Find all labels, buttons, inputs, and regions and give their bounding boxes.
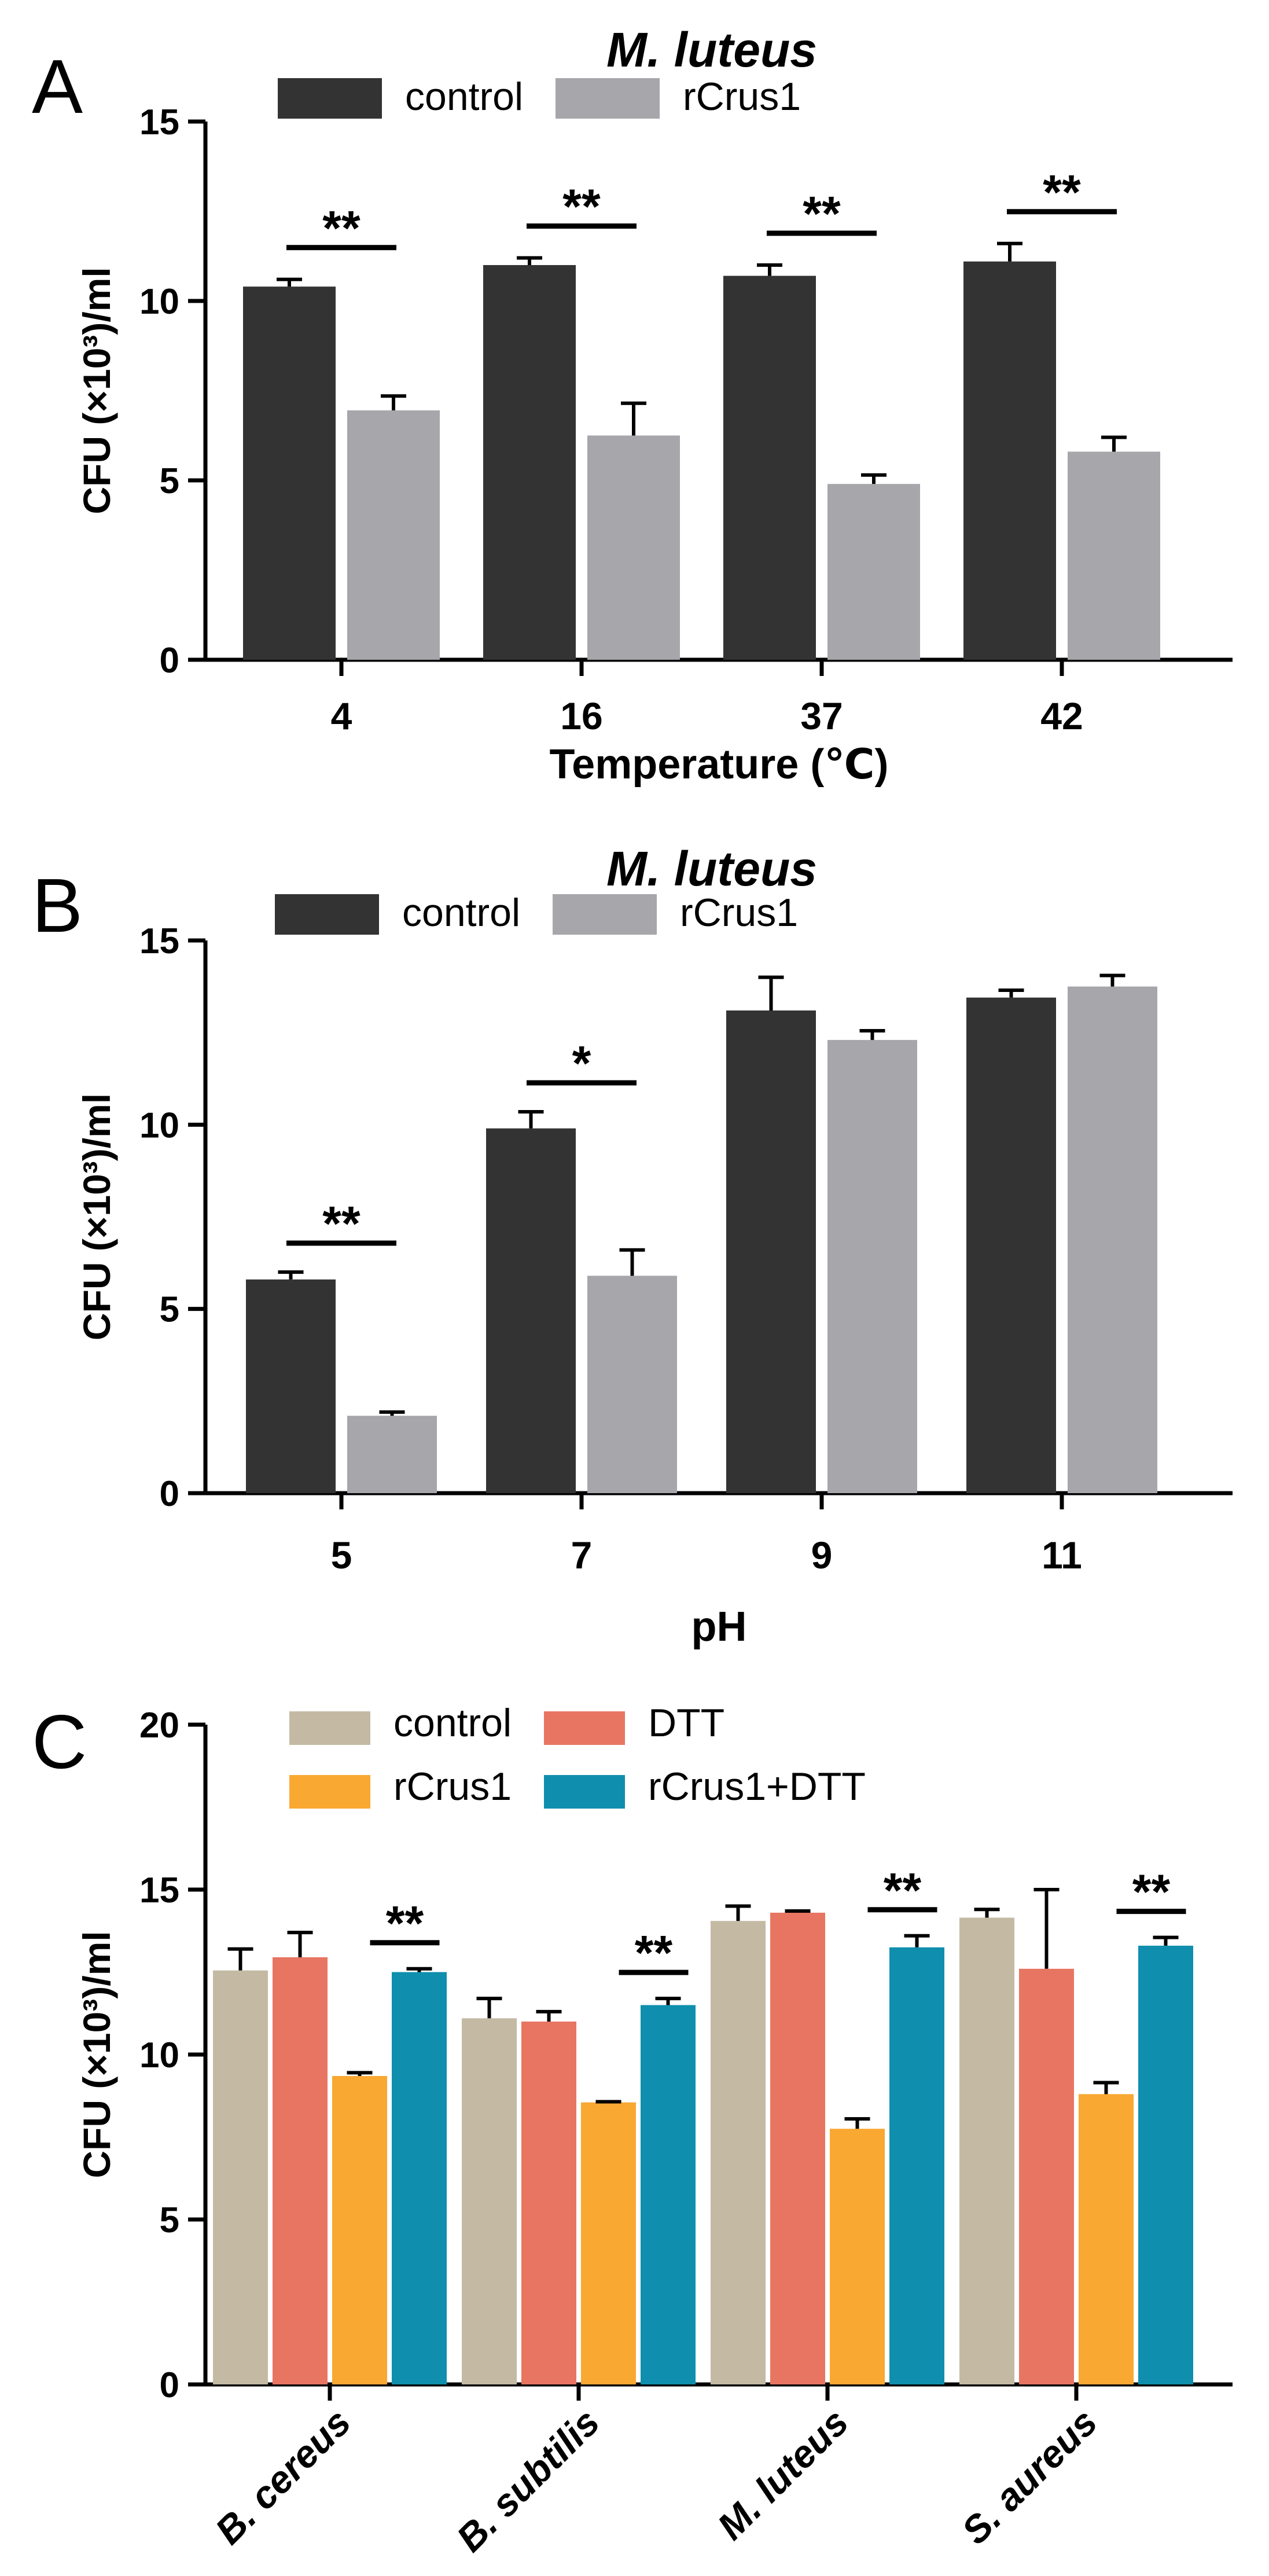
bar-rcrus1-dtt <box>889 1947 944 2384</box>
x-tick-label: B. cereus <box>207 2401 358 2552</box>
significance-marker: ** <box>322 201 361 255</box>
panel-letter: A <box>32 44 83 129</box>
significance-marker: ** <box>884 1863 922 1917</box>
legend-swatch <box>289 1711 370 1745</box>
y-tick-label: 15 <box>139 921 179 961</box>
bar-rcrus1 <box>347 1416 437 1493</box>
bar-control <box>711 1921 766 2384</box>
bar-dtt <box>521 2022 576 2384</box>
legend-swatch <box>544 1711 625 1745</box>
y-axis-label: CFU (×10³)/ml <box>75 267 118 514</box>
y-tick-label: 0 <box>160 641 179 681</box>
legend-label: control <box>393 1701 512 1745</box>
y-tick-label: 20 <box>139 1706 179 1745</box>
x-tick-label: 4 <box>331 694 352 737</box>
legend-label: control <box>405 75 523 119</box>
legend-swatch <box>275 894 379 935</box>
y-tick-label: 15 <box>139 1871 179 1910</box>
y-axis-label: CFU (×10³)/ml <box>75 1093 118 1340</box>
legend-swatch <box>556 78 660 119</box>
bar-rcrus1 <box>827 1039 917 1493</box>
bar-control <box>966 997 1056 1493</box>
x-axis-label: pH <box>691 1604 747 1650</box>
bar-control <box>243 286 336 660</box>
bar-rcrus1 <box>587 1276 677 1493</box>
bar-rcrus1 <box>1068 451 1160 660</box>
x-tick-label: 42 <box>1040 694 1083 737</box>
bar-rcrus1-dtt <box>392 1972 447 2384</box>
bar-rcrus1 <box>581 2102 636 2384</box>
x-tick-label: 5 <box>331 1534 352 1577</box>
chart-title: M. luteus <box>606 841 817 896</box>
y-tick-label: 10 <box>139 1105 179 1145</box>
panel-letter: B <box>32 863 83 948</box>
legend-swatch <box>553 894 657 935</box>
legend-label: rCrus1 <box>680 891 798 935</box>
bar-rcrus1 <box>347 410 440 660</box>
x-tick-label: M. luteus <box>709 2401 856 2548</box>
bar-control <box>959 1917 1014 2384</box>
legend-swatch <box>289 1775 370 1809</box>
bar-dtt <box>273 1957 328 2384</box>
legend-label: rCrus1 <box>393 1765 512 1809</box>
chart-title: M. luteus <box>606 23 817 77</box>
bar-rcrus1 <box>332 2076 387 2384</box>
bar-rcrus1-dtt <box>1138 1945 1193 2384</box>
x-tick-label: B. subtilis <box>448 2401 608 2560</box>
bar-rcrus1 <box>827 484 920 660</box>
y-axis-label: CFU (×10³)/ml <box>75 1931 118 2178</box>
y-tick-label: 0 <box>160 1474 179 1514</box>
legend-swatch <box>278 78 382 119</box>
significance-marker: ** <box>1132 1865 1171 1919</box>
legend-swatch <box>544 1775 625 1809</box>
significance-marker: ** <box>386 1896 424 1950</box>
bar-control <box>723 275 816 660</box>
significance-marker: * <box>572 1036 591 1090</box>
bar-control <box>726 1010 816 1493</box>
bar-dtt <box>1019 1968 1074 2384</box>
x-tick-label: S. aureus <box>953 2401 1105 2552</box>
panel-a: A M. luteus 0 5 10 15 CFU (×10³)/ml 4 ** 16 ** 37 **… <box>32 23 1233 788</box>
bar-control <box>246 1279 336 1493</box>
significance-marker: ** <box>803 186 841 241</box>
panel-c: C 0 5 10 15 20 CFU (×10³)/ml B. cereus ** B. subt… <box>32 1699 1233 2560</box>
y-tick-label: 10 <box>139 282 179 322</box>
x-axis-label: Temperature (℃) <box>550 741 889 788</box>
legend-label: rCrus1 <box>683 75 801 119</box>
y-tick-label: 10 <box>139 2035 179 2075</box>
bar-control <box>462 2018 517 2384</box>
legend-label: DTT <box>648 1701 724 1745</box>
bar-control <box>213 1970 268 2384</box>
x-tick-label: 16 <box>560 694 602 737</box>
bar-rcrus1 <box>830 2129 885 2384</box>
x-tick-label: 37 <box>800 694 843 737</box>
y-tick-label: 0 <box>160 2365 179 2405</box>
panel-letter: C <box>32 1699 87 1784</box>
bar-control <box>963 261 1056 660</box>
panel-b: B M. luteus 0 5 10 15 CFU (×10³)/ml 5 ** 7 * 9 11 pH c… <box>32 841 1233 1650</box>
y-tick-label: 5 <box>160 2200 179 2240</box>
bar-rcrus1 <box>1079 2094 1134 2384</box>
significance-marker: ** <box>1043 165 1081 219</box>
legend-label: rCrus1+DTT <box>648 1765 866 1809</box>
x-tick-label: 11 <box>1042 1534 1082 1577</box>
bar-control <box>483 265 576 660</box>
significance-marker: ** <box>322 1196 361 1251</box>
bar-rcrus1 <box>1068 986 1157 1493</box>
y-tick-label: 15 <box>139 102 179 142</box>
x-tick-label: 7 <box>571 1534 593 1577</box>
x-tick-label: 9 <box>811 1534 833 1577</box>
bar-rcrus1 <box>587 435 680 660</box>
significance-marker: ** <box>562 179 601 234</box>
bar-dtt <box>770 1912 825 2384</box>
legend-label: control <box>402 891 520 935</box>
bar-rcrus1-dtt <box>641 2005 696 2384</box>
y-tick-label: 5 <box>160 1290 179 1330</box>
significance-marker: ** <box>635 1925 673 1980</box>
bar-control <box>486 1128 576 1493</box>
y-tick-label: 5 <box>160 461 179 501</box>
